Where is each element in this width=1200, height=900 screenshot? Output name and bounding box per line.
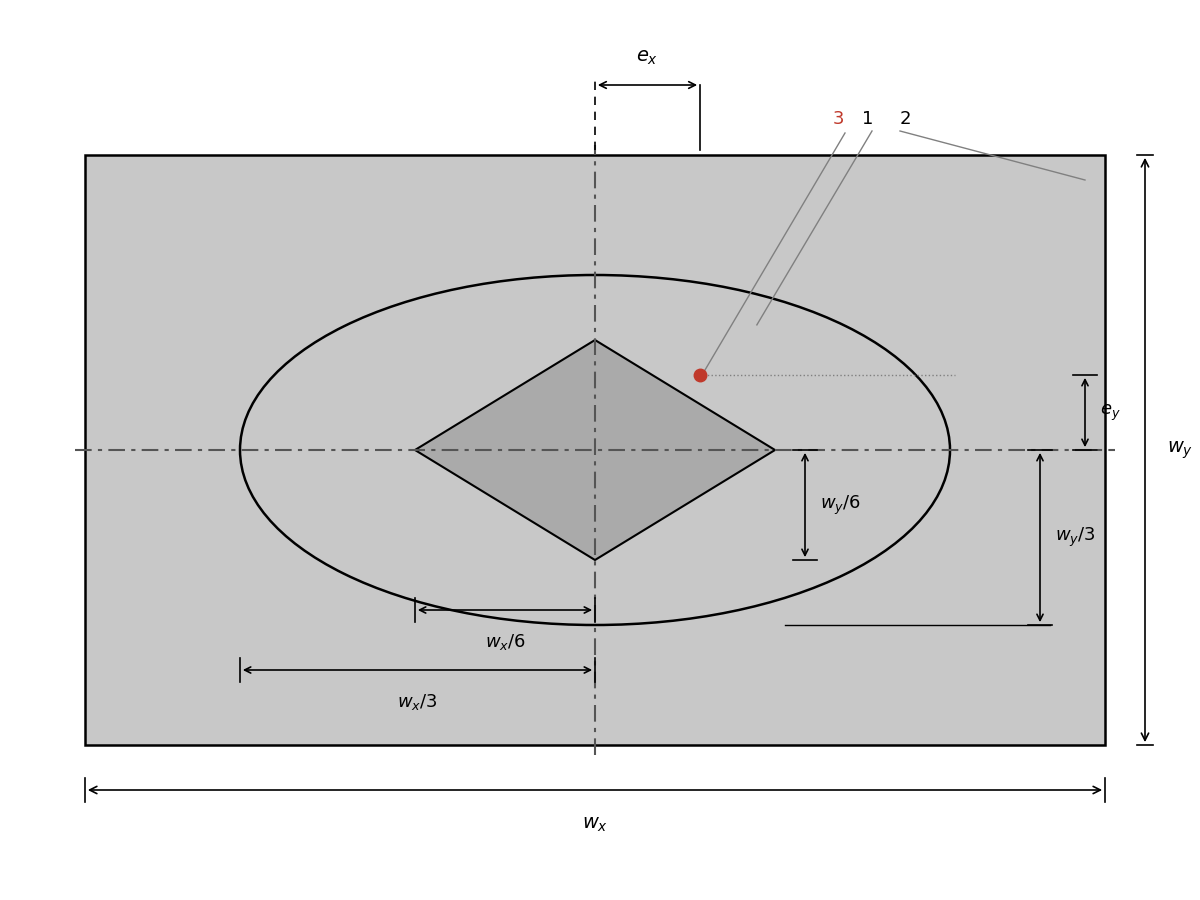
Text: $w_y/6$: $w_y/6$ <box>820 493 860 517</box>
Polygon shape <box>415 340 775 560</box>
Text: $e_y$: $e_y$ <box>1100 402 1121 423</box>
Text: $w_x/3$: $w_x/3$ <box>397 692 438 712</box>
Text: 2: 2 <box>899 110 911 128</box>
Text: $w_y/3$: $w_y/3$ <box>1055 526 1096 549</box>
Text: $w_x/6$: $w_x/6$ <box>485 632 526 652</box>
Ellipse shape <box>240 275 950 625</box>
Text: $w_y$: $w_y$ <box>1166 439 1193 461</box>
Text: 3: 3 <box>833 110 844 128</box>
Text: $w_x$: $w_x$ <box>582 815 608 834</box>
Text: $e_x$: $e_x$ <box>636 48 659 67</box>
Bar <box>85 155 1105 745</box>
Text: 1: 1 <box>863 110 874 128</box>
